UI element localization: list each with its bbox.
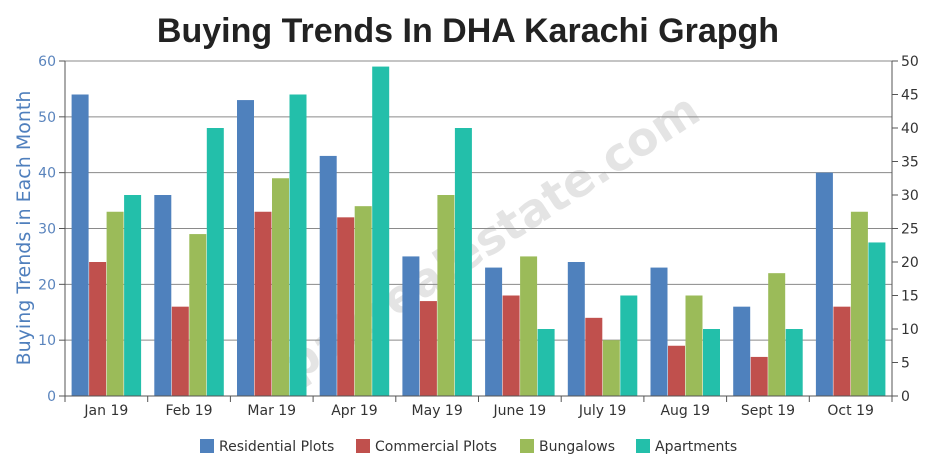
bar bbox=[520, 256, 538, 396]
bar bbox=[685, 295, 703, 396]
bar bbox=[154, 195, 172, 396]
bar bbox=[833, 306, 851, 396]
bar bbox=[437, 195, 455, 396]
bar bbox=[419, 301, 437, 396]
x-tick-label: Oct 19 bbox=[827, 403, 873, 419]
bar bbox=[815, 172, 833, 396]
legend-swatch bbox=[356, 439, 370, 453]
y-tick-label: 0 bbox=[47, 389, 56, 405]
bar bbox=[785, 329, 803, 396]
y2-tick-label: 0 bbox=[901, 389, 910, 405]
x-tick-label: July 19 bbox=[578, 403, 626, 419]
bar bbox=[337, 217, 355, 396]
bar bbox=[485, 267, 503, 396]
bar bbox=[106, 211, 124, 396]
bar bbox=[289, 94, 307, 396]
bar bbox=[319, 155, 337, 396]
x-tick-label: Apr 19 bbox=[331, 403, 377, 419]
bar bbox=[71, 94, 89, 396]
bar bbox=[272, 178, 289, 396]
bar bbox=[402, 256, 420, 396]
bar bbox=[703, 329, 720, 396]
legend-label: Apartments bbox=[655, 439, 737, 455]
y2-tick-label: 50 bbox=[901, 54, 919, 70]
bars bbox=[71, 66, 886, 396]
y-tick-label: 20 bbox=[38, 277, 56, 293]
y2-tick-label: 10 bbox=[901, 322, 919, 338]
legend-label: Bungalows bbox=[539, 439, 615, 455]
x-tick-label: Sept 19 bbox=[741, 403, 795, 419]
bar bbox=[602, 340, 620, 396]
bar bbox=[750, 356, 768, 396]
y-tick-label: 40 bbox=[38, 166, 56, 182]
x-tick-label: Jan 19 bbox=[83, 403, 128, 419]
bar bbox=[237, 100, 254, 396]
y2-tick-label: 20 bbox=[901, 255, 919, 271]
bar bbox=[668, 345, 685, 396]
bar bbox=[620, 295, 638, 396]
bar bbox=[537, 329, 555, 396]
legend-label: Commercial Plots bbox=[375, 439, 497, 455]
axes: Jan 19 Feb 19 Mar 19 Apr 19 May 19 June 19 Jul… bbox=[38, 54, 919, 419]
y2-tick-label: 40 bbox=[901, 121, 919, 137]
y2-tick-label: 30 bbox=[901, 188, 919, 204]
bar bbox=[502, 295, 520, 396]
bar bbox=[868, 242, 886, 396]
grid-lines bbox=[65, 60, 892, 341]
bar bbox=[171, 306, 189, 396]
bar bbox=[206, 128, 224, 396]
bar bbox=[567, 262, 585, 396]
bar bbox=[254, 211, 272, 396]
bar bbox=[585, 317, 603, 396]
legend-swatch bbox=[200, 439, 214, 453]
bar bbox=[89, 262, 107, 396]
bar bbox=[354, 206, 372, 396]
y-tick-label: 10 bbox=[38, 333, 56, 349]
bar bbox=[372, 66, 390, 396]
y2-tick-label: 35 bbox=[901, 155, 919, 171]
y2-tick-label: 15 bbox=[901, 289, 919, 305]
x-tick-label: June 19 bbox=[492, 403, 546, 419]
chart-title: Buying Trends In DHA Karachi Grapgh bbox=[157, 12, 779, 50]
y2-tick-label: 45 bbox=[901, 88, 919, 104]
x-tick-label: Feb 19 bbox=[166, 403, 213, 419]
y-tick-label: 50 bbox=[38, 110, 56, 126]
y2-tick-label: 25 bbox=[901, 222, 919, 238]
y-axis-label: Buying Trends in Each Month bbox=[13, 91, 35, 366]
legend-swatch bbox=[636, 439, 650, 453]
bar bbox=[650, 267, 668, 396]
bar bbox=[733, 306, 751, 396]
x-tick-label: Mar 19 bbox=[247, 403, 296, 419]
legend-label: Residential Plots bbox=[219, 439, 334, 455]
legend-swatch bbox=[520, 439, 534, 453]
x-tick-label: Aug 19 bbox=[660, 403, 710, 419]
bar bbox=[850, 211, 868, 396]
x-tick-label: May 19 bbox=[412, 403, 463, 419]
y-tick-label: 30 bbox=[38, 222, 56, 238]
bar bbox=[124, 195, 142, 396]
y2-tick-label: 5 bbox=[901, 356, 910, 372]
bar bbox=[454, 128, 472, 396]
legend: Residential Plots Commercial Plots Bungalo… bbox=[200, 439, 737, 455]
bar bbox=[189, 234, 207, 396]
y-tick-label: 60 bbox=[38, 54, 56, 70]
bar bbox=[768, 273, 786, 396]
